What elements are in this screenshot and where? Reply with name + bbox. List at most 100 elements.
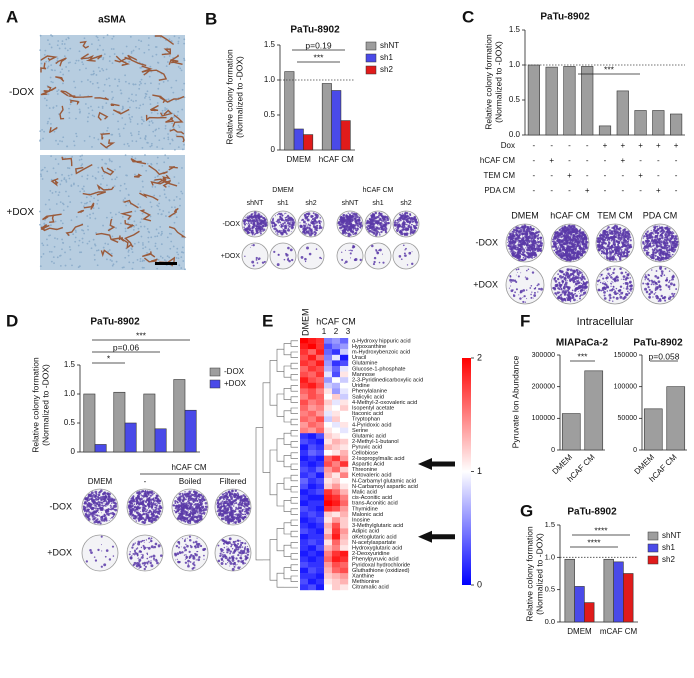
colony [617, 244, 619, 246]
nucleus [175, 216, 178, 219]
colony [616, 275, 618, 276]
colony [530, 237, 534, 240]
colony [378, 222, 382, 225]
colony [603, 294, 606, 297]
stained-fiber [152, 94, 166, 104]
colony [303, 231, 305, 234]
nucleus [91, 146, 93, 148]
colony [611, 249, 615, 253]
colony [616, 246, 618, 248]
colony [540, 247, 542, 249]
colony [285, 219, 289, 222]
colony [602, 246, 606, 250]
colony [612, 226, 616, 230]
nucleus [154, 176, 157, 179]
colony [311, 229, 313, 231]
stained-fiber [40, 62, 47, 73]
colony [662, 252, 665, 255]
colony [382, 216, 383, 218]
nucleus [150, 144, 153, 147]
colony [580, 292, 582, 294]
colony [561, 239, 564, 242]
nucleus [131, 267, 134, 270]
nucleus [117, 120, 119, 123]
colony [515, 231, 518, 234]
colony [530, 228, 533, 231]
colony [341, 221, 343, 223]
nucleus [81, 61, 84, 64]
colony [554, 242, 558, 245]
nucleus [184, 268, 186, 271]
colony [554, 231, 558, 235]
colony [563, 254, 565, 256]
colony [577, 282, 580, 285]
colony [284, 231, 287, 234]
nucleus [134, 210, 137, 213]
colony [569, 259, 571, 261]
nucleus [112, 113, 115, 116]
nucleus [134, 45, 137, 48]
colony [570, 233, 573, 236]
nucleus [151, 121, 154, 124]
nucleus [162, 81, 165, 83]
nucleus [51, 35, 54, 37]
colony [527, 249, 529, 251]
colony [349, 252, 352, 255]
colony [514, 251, 517, 254]
nucleus [144, 138, 147, 141]
legend-label: +DOX [224, 379, 247, 388]
colony [581, 244, 583, 246]
colony [306, 219, 309, 222]
colony [656, 249, 660, 252]
panel-letter: E [262, 311, 273, 330]
colony [656, 256, 659, 258]
colony [344, 230, 346, 232]
bar [173, 379, 186, 453]
nucleus [183, 38, 186, 41]
colony [357, 225, 360, 228]
stained-fiber [172, 114, 184, 127]
colony [551, 245, 555, 248]
nucleus [39, 265, 42, 267]
legend-swatch [209, 379, 221, 389]
nucleus [165, 65, 168, 68]
colony [301, 219, 303, 222]
dish-column-label: hCAF CM [550, 210, 590, 220]
colony [535, 249, 537, 251]
nucleus [56, 44, 59, 47]
colony [655, 236, 657, 238]
colony [251, 225, 253, 227]
colony [376, 215, 379, 218]
nucleus [128, 145, 130, 147]
colony [642, 242, 645, 245]
colony [509, 278, 513, 282]
stained-fiber [154, 178, 178, 187]
chart-title: PaTu-8902 [540, 12, 590, 23]
colony [624, 271, 627, 274]
colony [650, 253, 653, 256]
colony [348, 217, 352, 221]
nucleus [172, 113, 175, 116]
stained-fiber [145, 114, 167, 122]
colony [308, 227, 311, 230]
colony [659, 266, 663, 270]
nucleus [153, 194, 156, 197]
colony [621, 251, 624, 254]
colony [666, 237, 670, 241]
colony [561, 257, 563, 260]
colony [273, 227, 275, 230]
colony [614, 238, 616, 241]
colony [337, 222, 340, 225]
panel-letter: A [6, 7, 18, 26]
nucleus [42, 244, 45, 247]
colony [356, 227, 359, 230]
colony [522, 297, 524, 299]
colony [668, 295, 670, 297]
colony [374, 229, 377, 232]
colony [574, 292, 576, 295]
stained-fiber [111, 237, 132, 250]
nucleus [48, 117, 51, 120]
colony [532, 250, 535, 253]
nucleus [130, 52, 133, 54]
colony [399, 229, 402, 231]
